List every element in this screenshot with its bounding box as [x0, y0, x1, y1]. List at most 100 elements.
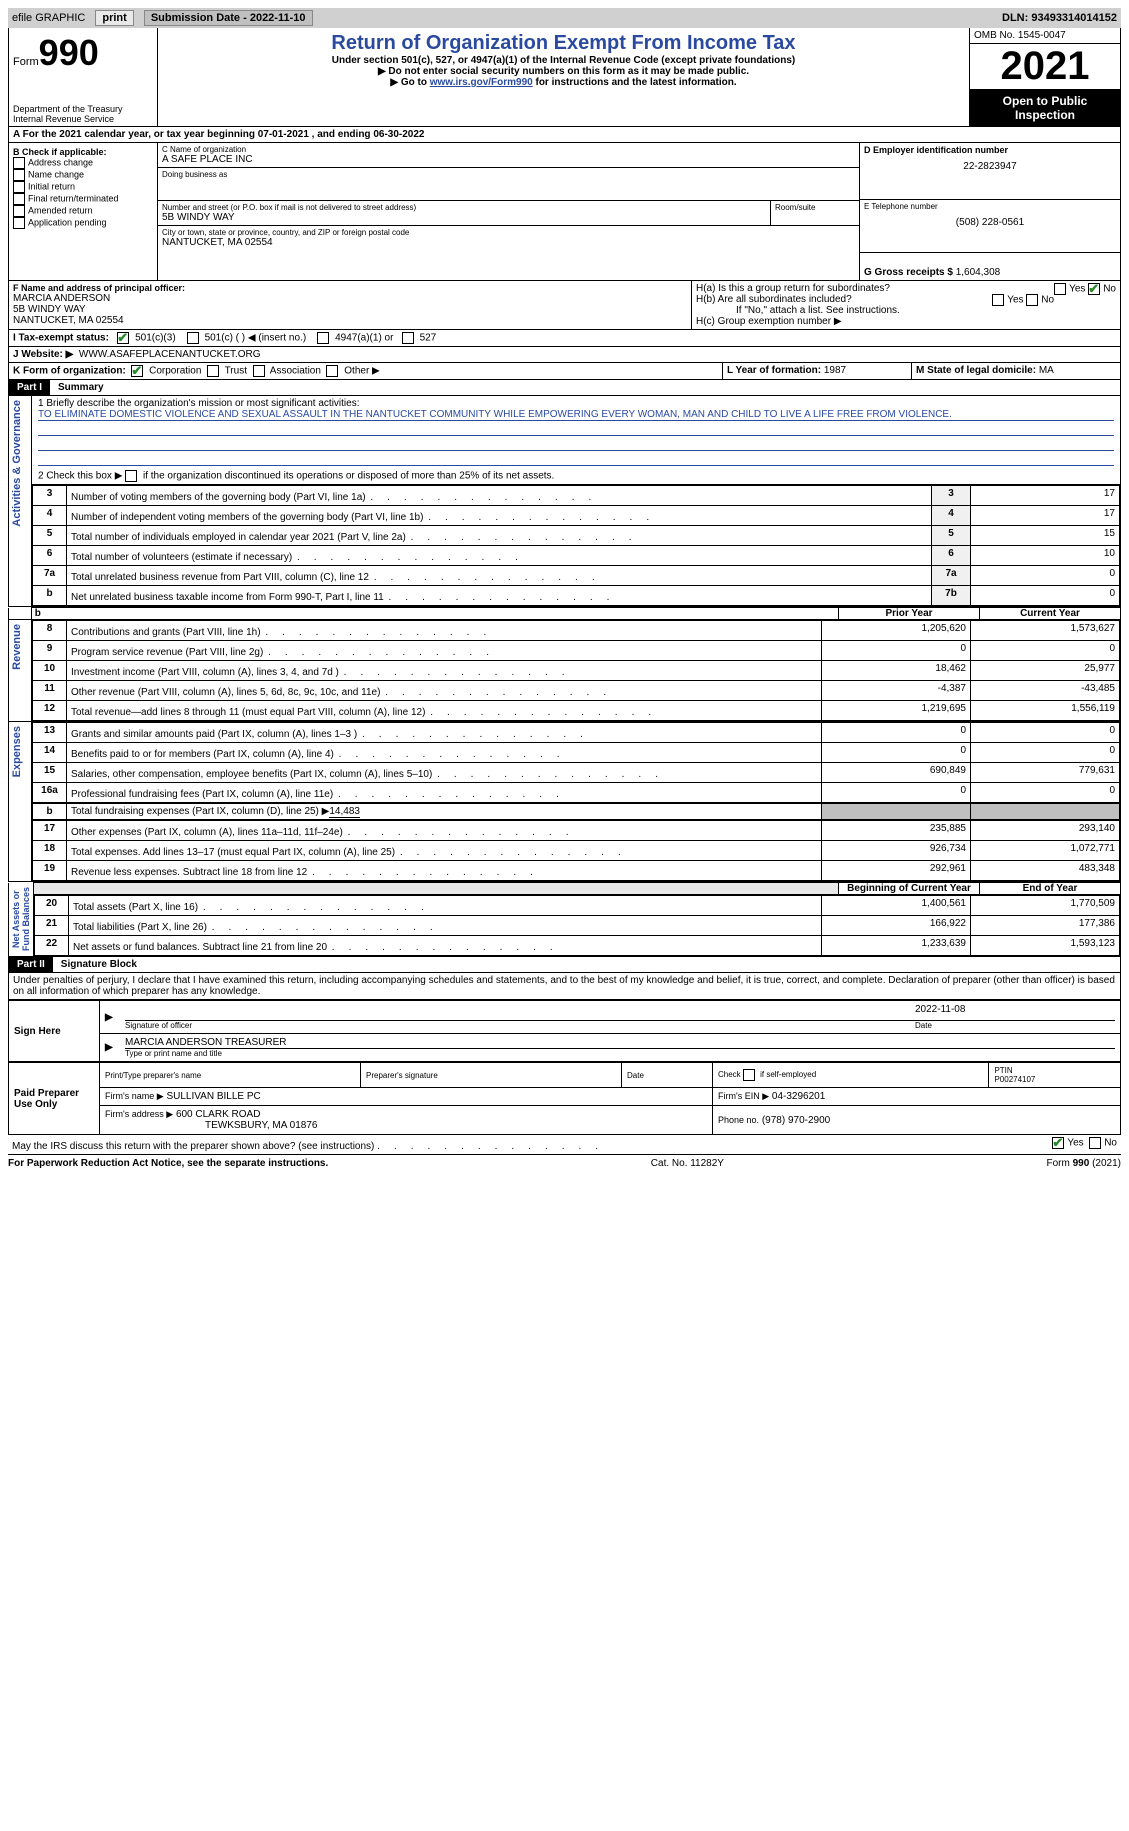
ha-no[interactable] [1088, 283, 1100, 295]
street-label: Number and street (or P.O. box if mail i… [162, 203, 766, 212]
irs-link[interactable]: www.irs.gov/Form990 [430, 77, 533, 88]
firm-city: TEWKSBURY, MA 01876 [105, 1120, 317, 1131]
form-header: Form990 Department of the Treasury Inter… [8, 28, 1121, 127]
firm-name: SULLIVAN BILLE PC [166, 1091, 260, 1102]
line-label: Contributions and grants (Part VIII, lin… [67, 621, 822, 641]
footer: For Paperwork Reduction Act Notice, see … [8, 1155, 1121, 1172]
prior-year-header: Prior Year [839, 608, 980, 620]
inst-pre: ▶ Go to [390, 77, 429, 88]
current-value: 1,556,119 [971, 701, 1120, 721]
instruction-link-row: ▶ Go to www.irs.gov/Form990 for instruct… [162, 77, 965, 88]
section-a-tax-year: A For the 2021 calendar year, or tax yea… [8, 127, 1121, 143]
sign-here-block: Sign Here ▶ 2022-11-08 Signature of offi… [8, 1000, 1121, 1062]
h-b-row: H(b) Are all subordinates included? Yes … [696, 294, 1116, 305]
cb-527[interactable] [402, 332, 414, 344]
cb-4947[interactable] [317, 332, 329, 344]
section-f-h: F Name and address of principal officer:… [8, 281, 1121, 330]
16b-text: Total fundraising expenses (Part IX, col… [71, 806, 329, 817]
b-item-2: Initial return [28, 181, 75, 191]
arrow-icon-1: ▶ [105, 1012, 113, 1023]
revenue-section: Revenue 8 Contributions and grants (Part… [8, 620, 1121, 722]
current-value: 0 [971, 743, 1120, 763]
paid-preparer-block: Paid Preparer Use Only Print/Type prepar… [8, 1062, 1121, 1135]
cb-trust[interactable] [207, 365, 219, 377]
prior-value: 1,400,561 [822, 896, 971, 916]
q1-mission: TO ELIMINATE DOMESTIC VIOLENCE AND SEXUA… [38, 409, 1114, 421]
m-value: MA [1039, 365, 1054, 376]
may-irs-no[interactable] [1089, 1137, 1101, 1149]
cb-discontinued[interactable] [125, 470, 137, 482]
prior-value: 926,734 [822, 841, 971, 861]
section-b: B Check if applicable: Address change Na… [9, 143, 158, 280]
current-value: 483,348 [971, 861, 1120, 881]
officer-street: 5B WINDY WAY [13, 304, 687, 315]
cb-other[interactable] [326, 365, 338, 377]
cb-name-change[interactable] [13, 169, 25, 181]
section-i: I Tax-exempt status: 501(c)(3) 501(c) ( … [8, 330, 1121, 347]
cb-assoc[interactable] [253, 365, 265, 377]
line-value: 17 [971, 506, 1120, 526]
part1-activities-gov: Activities & Governance 1 Briefly descri… [8, 396, 1121, 607]
may-irs-yes[interactable] [1052, 1137, 1064, 1149]
g-label: G Gross receipts $ [864, 267, 953, 278]
self-emp-txt: if self-employed [758, 1070, 816, 1079]
telephone-value: (508) 228-0561 [864, 211, 1116, 228]
line-label: Net assets or fund balances. Subtract li… [69, 936, 822, 956]
hc-label: H(c) Group exemption number ▶ [696, 316, 1116, 327]
line-label: Number of independent voting members of … [67, 506, 932, 526]
16b-curr-grey [971, 804, 1120, 820]
cb-self-employed[interactable] [743, 1069, 755, 1081]
print-button[interactable]: print [95, 10, 133, 26]
cb-final-return[interactable] [13, 193, 25, 205]
ha-yes[interactable] [1054, 283, 1066, 295]
yes-2: Yes [1007, 295, 1023, 306]
instruction-ssn: ▶ Do not enter social security numbers o… [162, 66, 965, 77]
cb-501c3[interactable] [117, 332, 129, 344]
prior-value: 166,922 [822, 916, 971, 936]
line-label: Salaries, other compensation, employee b… [67, 763, 822, 783]
cat-no: Cat. No. 11282Y [651, 1158, 724, 1169]
k-assoc: Association [270, 366, 321, 377]
cb-amended[interactable] [13, 205, 25, 217]
form-left: Form990 Department of the Treasury Inter… [9, 28, 158, 126]
opt-4947: 4947(a)(1) or [335, 333, 393, 344]
line-label: Total revenue—add lines 8 through 11 (mu… [67, 701, 822, 721]
section-d-e-g: D Employer identification number 22-2823… [859, 143, 1120, 280]
opt-501c: 501(c) ( ) ◀ (insert no.) [205, 333, 307, 344]
cb-initial-return[interactable] [13, 181, 25, 193]
b-item-5: Application pending [28, 217, 107, 227]
line-label: Total assets (Part X, line 16) [69, 896, 822, 916]
hb-yes[interactable] [992, 294, 1004, 306]
16b-prior-grey [822, 804, 971, 820]
cb-address-change[interactable] [13, 157, 25, 169]
f-label: F Name and address of principal officer: [13, 283, 687, 293]
declaration-text: Under penalties of perjury, I declare th… [8, 973, 1121, 1000]
org-name: A SAFE PLACE INC [162, 154, 855, 165]
k-corp: Corporation [149, 366, 201, 377]
cb-501c[interactable] [187, 332, 199, 344]
room-label: Room/suite [775, 203, 855, 212]
line-num: 4 [33, 506, 67, 526]
may-irs-text: May the IRS discuss this return with the… [12, 1141, 374, 1152]
line-value: 10 [971, 546, 1120, 566]
q2-text-pre: 2 Check this box ▶ [38, 471, 125, 482]
m-label: M State of legal domicile: [916, 365, 1036, 376]
omb-number: OMB No. 1545-0047 [970, 28, 1120, 44]
part1-title: Summary [50, 380, 112, 395]
box-num: 4 [932, 506, 971, 526]
paperwork-notice: For Paperwork Reduction Act Notice, see … [8, 1158, 328, 1169]
k-other: Other ▶ [344, 366, 379, 377]
cb-corp[interactable] [131, 365, 143, 377]
info-grid: B Check if applicable: Address change Na… [8, 143, 1121, 281]
hb-no[interactable] [1026, 294, 1038, 306]
section-klm: K Form of organization: Corporation Trus… [8, 363, 1121, 380]
line-num: 6 [33, 546, 67, 566]
cb-app-pending[interactable] [13, 217, 25, 229]
current-value: 1,072,771 [971, 841, 1120, 861]
line-label: Number of voting members of the governin… [67, 486, 932, 506]
phone-label: Phone no. [718, 1115, 759, 1125]
revenue-table: 8 Contributions and grants (Part VIII, l… [32, 620, 1120, 721]
form-subtitle: Under section 501(c), 527, or 4947(a)(1)… [162, 55, 965, 66]
street-address: 5B WINDY WAY [162, 212, 766, 223]
line-num: 15 [33, 763, 67, 783]
